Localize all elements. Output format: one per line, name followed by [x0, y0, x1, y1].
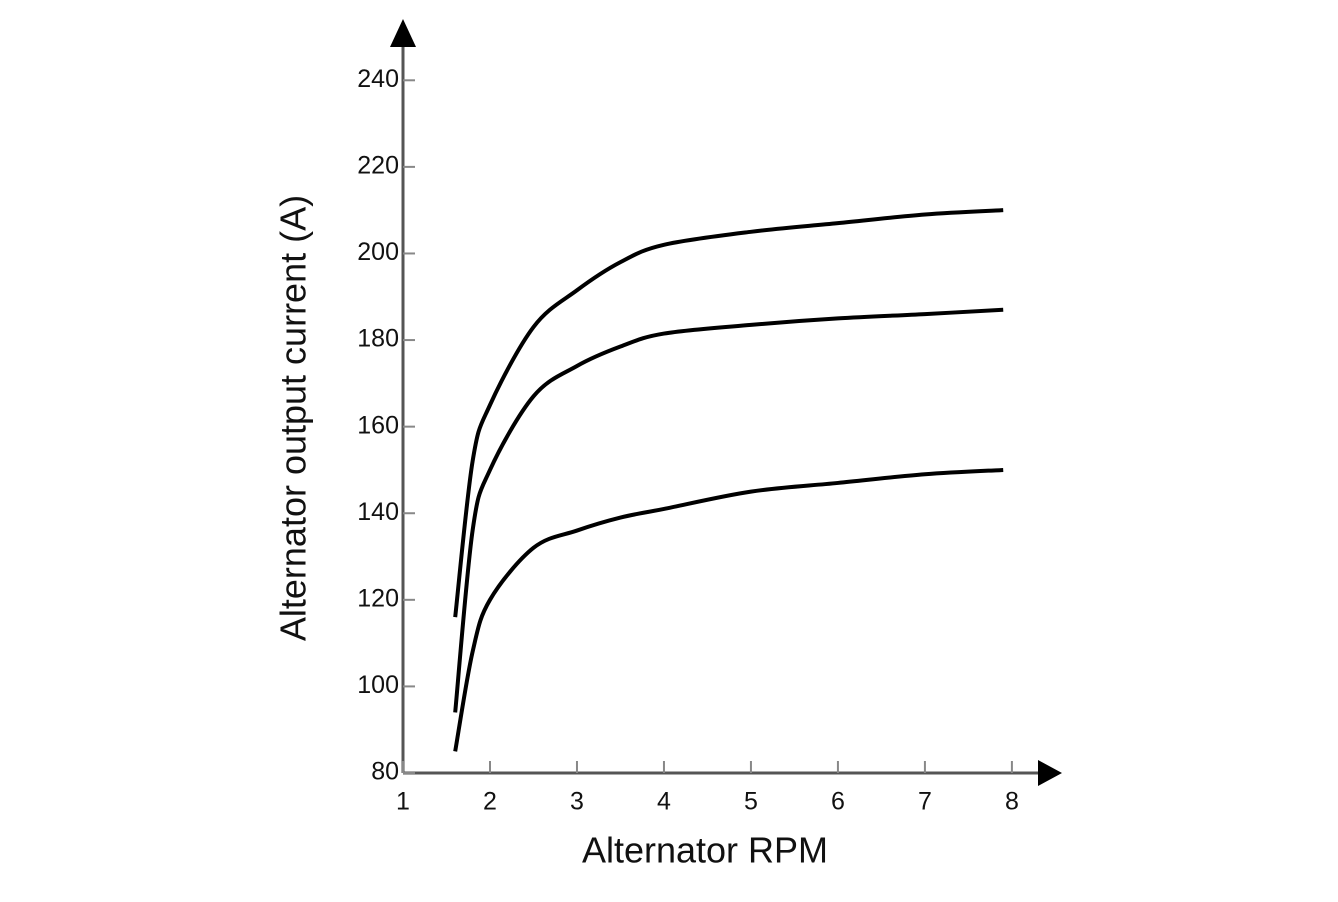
x-axis-title: Alternator RPM: [582, 830, 828, 871]
y-tick-label: 160: [357, 411, 399, 439]
y-axis-title: Alternator output current (A): [273, 195, 314, 641]
y-tick-label: 80: [371, 758, 399, 786]
x-tick-label: 1: [396, 788, 410, 816]
y-tick-label: 120: [357, 584, 399, 612]
y-tick-label: 220: [357, 151, 399, 179]
curve: [453, 307, 1004, 713]
x-tick-label: 5: [744, 788, 758, 816]
x-tick-label: 2: [483, 788, 497, 816]
x-tick-label: 6: [831, 788, 845, 816]
x-tick-label: 7: [918, 788, 932, 816]
x-tick-label: 4: [657, 788, 671, 816]
y-tick-label: 100: [357, 671, 399, 699]
y-tick-label: 180: [357, 325, 399, 353]
x-tick-label: 8: [1005, 788, 1019, 816]
curve: [453, 467, 1004, 752]
y-tick-label: 200: [357, 238, 399, 266]
y-tick-label: 240: [357, 65, 399, 93]
y-axis-arrow: [390, 19, 416, 47]
curve: [453, 208, 1004, 618]
x-tick-label: 3: [570, 788, 584, 816]
y-tick-label: 140: [357, 498, 399, 526]
x-axis-arrow: [1038, 760, 1062, 786]
